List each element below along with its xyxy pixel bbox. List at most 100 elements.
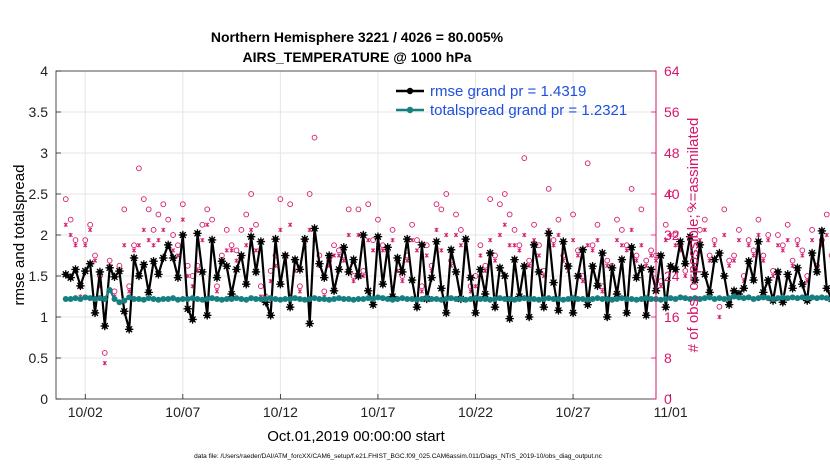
rmse-point — [588, 261, 597, 271]
totalspread-point — [360, 295, 367, 302]
totalspread-point — [67, 295, 74, 302]
totalspread-point — [404, 295, 411, 302]
rmse-point-ray — [647, 266, 655, 273]
rmse-point-ray — [281, 252, 289, 259]
obs-assimilated-marker — [507, 243, 512, 248]
obs-possible-marker — [92, 252, 98, 259]
totalspread-point — [721, 295, 728, 302]
totalspread-point — [711, 295, 718, 302]
rmse-point-ray — [345, 268, 353, 276]
chart-title-line1: Northern Hemisphere 3221 / 4026 = 80.005… — [211, 29, 504, 45]
obs-assimilated-marker — [278, 227, 283, 233]
obs-possible-marker — [775, 232, 781, 238]
rmse-point-ray — [72, 266, 79, 273]
totalspread-point — [433, 295, 440, 302]
obs-assimilated-marker — [731, 258, 737, 263]
rmse-point-ray — [442, 309, 450, 317]
y-tick-label: 3 — [40, 145, 48, 161]
obs-assimilated-marker — [92, 258, 98, 263]
obs-possible-marker — [87, 221, 93, 228]
legend-rmse-label: rmse grand pr = 1.4319 — [430, 83, 586, 100]
rmse-point-ray — [306, 320, 314, 327]
totalspread-point — [477, 295, 484, 302]
y-right-tick-label: 64 — [664, 63, 680, 79]
obs-assimilated-marker — [297, 289, 303, 294]
totalspread-point — [194, 295, 201, 302]
rmse-point-ray — [540, 303, 548, 311]
rmse-point — [266, 311, 275, 320]
rmse-point-ray — [208, 236, 216, 244]
totalspread-point — [745, 294, 752, 301]
obs-assimilated-marker — [234, 258, 239, 263]
totalspread-point — [106, 286, 113, 293]
rmse-point-ray — [272, 235, 279, 243]
rmse-point-ray — [618, 256, 626, 264]
totalspread-point — [326, 296, 333, 303]
rmse-point-ray — [174, 274, 182, 282]
rmse-point-ray — [120, 307, 128, 315]
totalspread-point — [628, 295, 635, 302]
obs-possible-marker — [701, 216, 708, 223]
rmse-point-ray — [155, 270, 162, 278]
totalspread-point — [813, 295, 820, 302]
obs-assimilated-marker — [492, 258, 498, 263]
rmse-point-ray — [398, 268, 406, 276]
obs-possible-marker — [545, 186, 552, 192]
rmse-point — [339, 243, 349, 252]
rmse-point-ray — [335, 266, 343, 273]
totalspread-point — [311, 295, 318, 302]
obs-assimilated-marker — [663, 237, 668, 243]
obs-possible-marker — [828, 253, 830, 258]
obs-possible-marker — [799, 247, 806, 254]
rmse-point-ray — [81, 267, 89, 275]
obs-assimilated-marker — [600, 289, 605, 294]
rmse-point — [812, 267, 822, 277]
rmse-point-ray — [657, 252, 665, 259]
obs-assimilated-marker — [288, 222, 293, 227]
obs-possible-marker — [150, 227, 157, 233]
obs-assimilated-marker — [712, 243, 717, 248]
rmse-point — [285, 302, 295, 312]
obs-assimilated-marker — [102, 360, 107, 366]
rmse-point — [700, 270, 709, 279]
totalspread-point — [448, 295, 455, 302]
rmse-point — [66, 273, 75, 282]
totalspread-point — [667, 295, 674, 302]
totalspread-point — [160, 295, 167, 302]
totalspread-point — [223, 295, 230, 302]
x-tick-label: 10/12 — [263, 404, 298, 420]
obs-possible-marker — [648, 247, 654, 254]
rmse-point — [188, 315, 197, 324]
rmse-point — [407, 275, 417, 285]
data-file-footnote: data file: /Users/raeder/DAI/ATM_forcXX/… — [194, 453, 603, 460]
rmse-point-ray — [667, 262, 675, 270]
totalspread-point — [731, 293, 738, 300]
rmse-point-ray — [486, 249, 494, 257]
rmse-point — [695, 240, 705, 250]
obs-assimilated-marker — [380, 248, 385, 253]
obs-assimilated-marker — [244, 243, 249, 248]
obs-assimilated-marker — [370, 248, 376, 253]
obs-assimilated-marker — [619, 243, 624, 248]
totalspread-point — [657, 296, 664, 303]
obs-possible-marker — [765, 232, 772, 238]
x-tick-label: 10/22 — [458, 404, 493, 420]
obs-assimilated-marker — [527, 263, 532, 268]
rmse-point — [685, 232, 695, 241]
totalspread-point — [174, 296, 181, 303]
obs-assimilated-marker — [336, 253, 342, 258]
rmse-point-ray — [569, 309, 577, 317]
rmse-point-ray — [730, 287, 738, 295]
totalspread-point — [550, 295, 557, 302]
obs-possible-marker — [501, 191, 508, 197]
rmse-point-ray — [823, 284, 830, 292]
rmse-point-ray — [818, 227, 826, 235]
totalspread-point — [345, 295, 352, 302]
totalspread-point — [155, 296, 162, 303]
x-axis-label: Oct.01,2019 00:00:00 start — [267, 428, 445, 445]
obs-assimilated-marker — [131, 248, 137, 253]
totalspread-point — [365, 295, 372, 302]
obs-assimilated-marker — [551, 243, 556, 248]
totalspread-point — [613, 295, 620, 302]
totalspread-point — [179, 295, 186, 302]
